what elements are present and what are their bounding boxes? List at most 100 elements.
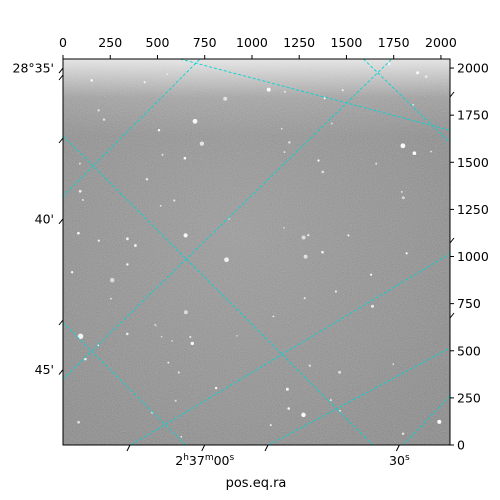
y-tick-label: 2000 [457,61,489,76]
star [190,341,194,346]
coordinate-grid [63,59,450,445]
star [189,335,192,339]
star [97,109,100,112]
star [371,304,374,308]
star [84,357,87,361]
star [97,239,100,242]
star [334,290,338,293]
star [160,336,163,338]
star [110,297,112,300]
star [287,407,291,410]
pixel-y-axis: 0 250 500 750 1000 1250 1500 1750 2000 [450,61,489,453]
star [303,297,306,300]
grid-line [63,59,201,197]
x-tick-label: 750 [193,35,217,50]
ra-tick-label: 2h37m00s [175,453,234,468]
star [174,399,177,402]
star [303,254,308,259]
x-tick-label: 1000 [236,35,268,50]
x-tick-label: 2000 [425,35,457,50]
star [388,62,391,66]
world-edge-tick [58,137,64,144]
star [412,151,417,156]
star [180,435,183,438]
star [284,90,286,93]
x-tick-label: 1500 [331,35,363,50]
y-tick-label: 250 [457,390,481,405]
sky-image [63,59,450,445]
ra-tick [201,444,206,452]
dec-tick-label: 40' [35,211,54,226]
star [126,237,129,241]
y-tick-label: 0 [457,438,465,453]
grid-line [63,135,374,445]
star [70,271,74,274]
grid-line [180,59,450,131]
star [301,412,306,418]
star [166,73,169,76]
star [330,122,333,125]
ra-axis: 2h37m00s 30s [58,74,455,468]
world-edge-tick [126,444,131,452]
star [412,103,414,106]
ra-tick-label: 30s [389,453,410,468]
star [192,118,198,124]
star [133,244,137,247]
star [401,432,405,435]
star [281,128,283,130]
star-sources [70,62,442,438]
star [126,263,129,266]
star [183,156,187,160]
star [430,150,432,153]
y-tick-label: 1750 [457,108,489,123]
dec-tick-label: 28°35' [13,61,55,76]
star [224,257,229,263]
star [199,141,205,146]
star [269,424,272,427]
star [266,87,271,92]
world-edge-tick [449,237,455,244]
x-tick-label: 0 [59,35,67,50]
x-tick-label: 500 [146,35,170,50]
star [317,159,320,162]
x-tick-label: 1250 [283,35,315,50]
star [424,75,428,78]
star [437,419,442,424]
star [236,334,238,337]
grid-line [268,347,450,445]
star [90,79,93,82]
star [102,118,106,121]
star [157,129,161,132]
x-tick-label: 1750 [378,35,410,50]
star [155,325,157,327]
star [154,323,156,326]
grid-line [63,59,393,380]
star [405,252,408,255]
star [288,141,291,144]
star [401,196,405,200]
star [145,177,149,181]
star [338,370,342,374]
grid-line [130,253,450,445]
star [321,250,324,254]
star [283,151,286,154]
dec-tick [58,369,64,375]
star [167,361,170,364]
pixel-x-axis: 0 250 500 750 1000 1250 1500 1750 2000 [59,35,457,59]
star [97,344,100,347]
star [285,387,289,391]
world-edge-tick [264,444,269,452]
ra-tick [395,444,400,452]
star [223,96,228,101]
grid-line [63,322,187,445]
y-tick-label: 1500 [457,155,489,170]
world-edge-tick [449,91,455,98]
star [272,315,275,318]
y-tick-label: 750 [457,296,481,311]
star [77,420,80,424]
star [400,190,403,193]
y-tick-label: 1250 [457,202,489,217]
star [126,332,129,336]
y-tick-label: 1000 [457,249,489,264]
